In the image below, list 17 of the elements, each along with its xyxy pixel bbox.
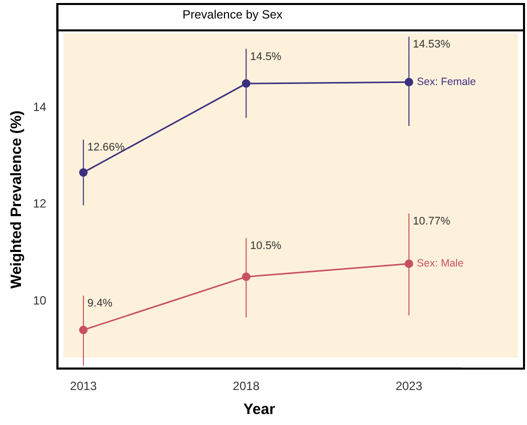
- data-label: 12.66%: [87, 142, 125, 154]
- series-label: Sex: Female: [416, 76, 476, 88]
- y-tick-label: 14: [32, 100, 47, 114]
- data-label: 10.77%: [412, 216, 450, 228]
- x-tick-label: 2023: [396, 379, 423, 394]
- y-axis-title: Weighted Prevalence (%): [8, 110, 26, 289]
- series-label: Sex: Male: [416, 258, 464, 270]
- data-label: 14.53%: [412, 38, 450, 51]
- x-axis-title: Year: [243, 401, 276, 418]
- data-label: 9.4%: [87, 298, 113, 310]
- chart-title: Prevalence by Sex: [182, 8, 283, 22]
- data-label: 10.5%: [250, 240, 282, 252]
- data-label: 14.5%: [250, 50, 282, 63]
- x-tick-label: 2013: [70, 379, 98, 394]
- x-tick-label: 2018: [232, 379, 260, 394]
- y-tick-label: 10: [32, 293, 47, 308]
- y-tick-label: 12: [32, 196, 47, 211]
